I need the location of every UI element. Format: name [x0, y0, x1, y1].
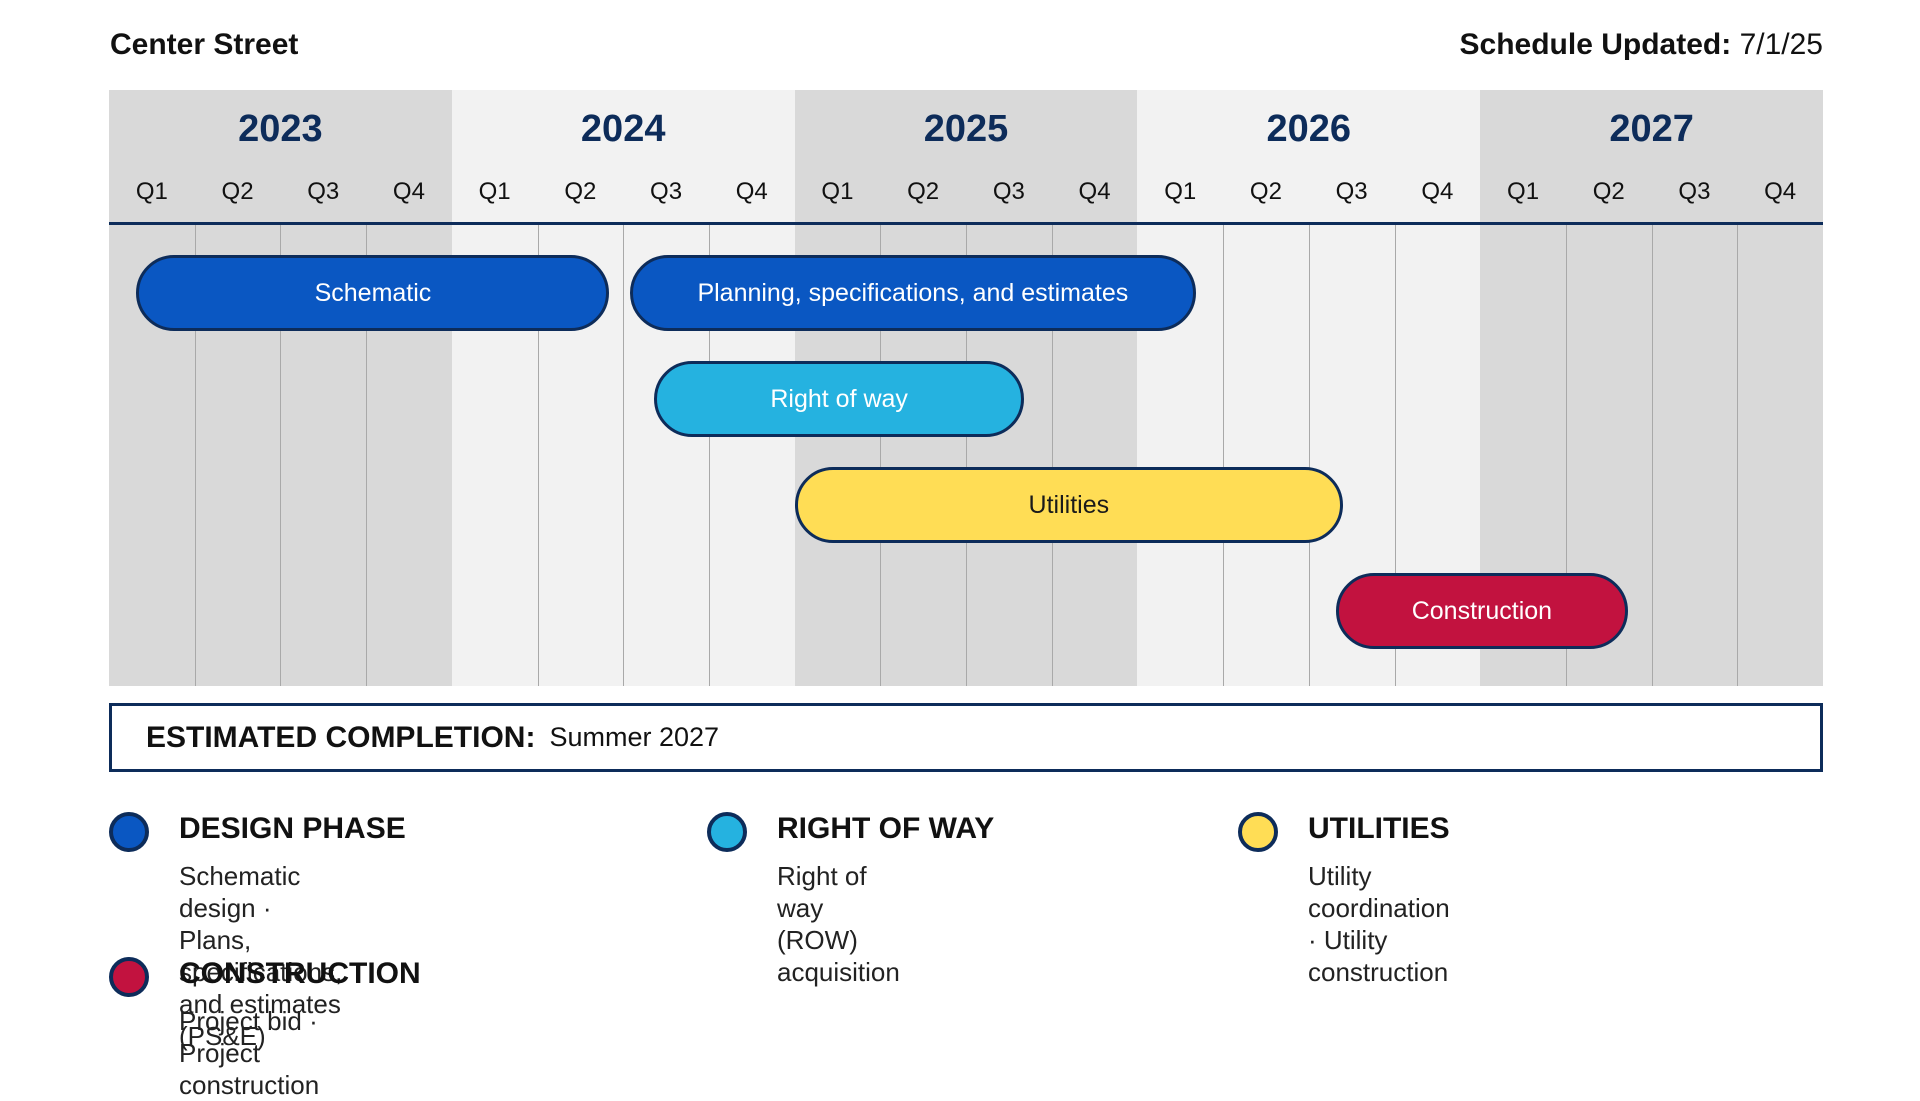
quarter-label: Q3 [1678, 178, 1711, 205]
quarter-label: Q1 [478, 178, 511, 205]
quarter-label: Q1 [1164, 178, 1197, 205]
grid-line [1308, 225, 1310, 686]
year-label: 2027 [1609, 108, 1694, 150]
year-label: 2024 [580, 108, 666, 150]
grid-line [708, 225, 710, 686]
completion-label: ESTIMATED COMPLETION: [146, 720, 536, 754]
legend-line: specifications, and estimates (PS&E) [179, 957, 343, 1051]
task-bar-planning-specifications-and-estimates: Planning, specifications, and estimates [630, 255, 1196, 331]
grid-line [1565, 225, 1567, 686]
quarter-label: Q3 [650, 178, 683, 205]
legend-description: Project bid · Project construction [179, 1005, 319, 1101]
grid-line [366, 225, 368, 686]
legend-description: Right of way (ROW) acquisition [777, 860, 900, 988]
grid-line [1051, 225, 1053, 686]
legend-description: Schematic design · Plans, specifications… [179, 860, 342, 1052]
year-label: 2026 [1266, 108, 1352, 150]
grid-line [966, 225, 967, 686]
task-bar-construction: Construction [1336, 573, 1628, 649]
schedule-updated-value: 7/1/25 [1739, 28, 1823, 61]
legend-description: Utility coordination · Utility construct… [1308, 860, 1450, 988]
quarter-label: Q2 [564, 178, 597, 205]
grid-line [280, 225, 282, 686]
grid-line [1394, 225, 1396, 686]
grid-line [194, 225, 196, 686]
year-label: 2025 [923, 108, 1009, 150]
quarter-label: Q3 [1335, 178, 1368, 205]
task-bar-schematic: Schematic [136, 255, 610, 331]
quarter-label: Q3 [307, 178, 340, 205]
quarter-label: Q3 [992, 178, 1025, 205]
grid-line [1223, 225, 1225, 686]
legend-title: DESIGN PHASE [179, 812, 406, 845]
year-label: 2023 [238, 108, 323, 150]
quarter-label: Q4 [392, 178, 425, 205]
schedule-updated: Schedule Updated: 7/1/25 [1460, 28, 1823, 62]
header-rule [109, 222, 1823, 225]
quarter-label: Q4 [735, 178, 768, 205]
quarter-label: Q2 [221, 178, 254, 205]
completion-value: Summer 2027 [549, 722, 720, 752]
estimated-completion: ESTIMATED COMPLETION: Summer 2027 [109, 703, 1823, 772]
legend-line: Utility coordination · Utility construct… [1308, 861, 1450, 987]
legend-title: UTILITIES [1308, 812, 1450, 845]
task-bar-right-of-way: Right of way [654, 361, 1025, 437]
legend-line: Project bid · Project construction [179, 1006, 320, 1100]
legend-dot [109, 812, 149, 852]
legend-title: CONSTRUCTION [179, 957, 421, 990]
legend-dot [109, 957, 149, 997]
quarter-label: Q2 [1592, 178, 1625, 205]
quarter-label: Q2 [907, 178, 940, 205]
legend-line: Schematic design · Plans, [179, 861, 301, 955]
grid-line [1651, 225, 1653, 686]
quarter-label: Q4 [1421, 178, 1454, 205]
quarter-label: Q2 [1249, 178, 1282, 205]
quarter-label: Q1 [1507, 178, 1540, 205]
grid-line [623, 225, 625, 686]
legend-dot [1238, 812, 1278, 852]
legend-dot [707, 812, 747, 852]
project-title: Center Street [110, 28, 299, 61]
grid-line [880, 225, 882, 686]
schedule-updated-label: Schedule Updated: [1459, 28, 1732, 61]
grid-line [1737, 225, 1739, 686]
legend-line: Right of way (ROW) acquisition [777, 861, 900, 987]
gantt-chart: 2023 2024 2025 2026 2027 Q1 Q2 Q3 Q4 Q1 Q2 Q3 Q4 Q1 Q2… [109, 90, 1823, 686]
quarter-label: Q4 [1764, 178, 1797, 205]
grid-line [537, 225, 539, 686]
task-bar-utilities: Utilities [794, 467, 1344, 543]
quarter-label: Q1 [821, 178, 854, 205]
legend-title: RIGHT OF WAY [777, 812, 995, 845]
quarter-label: Q1 [135, 178, 168, 205]
quarter-label: Q4 [1078, 178, 1111, 205]
